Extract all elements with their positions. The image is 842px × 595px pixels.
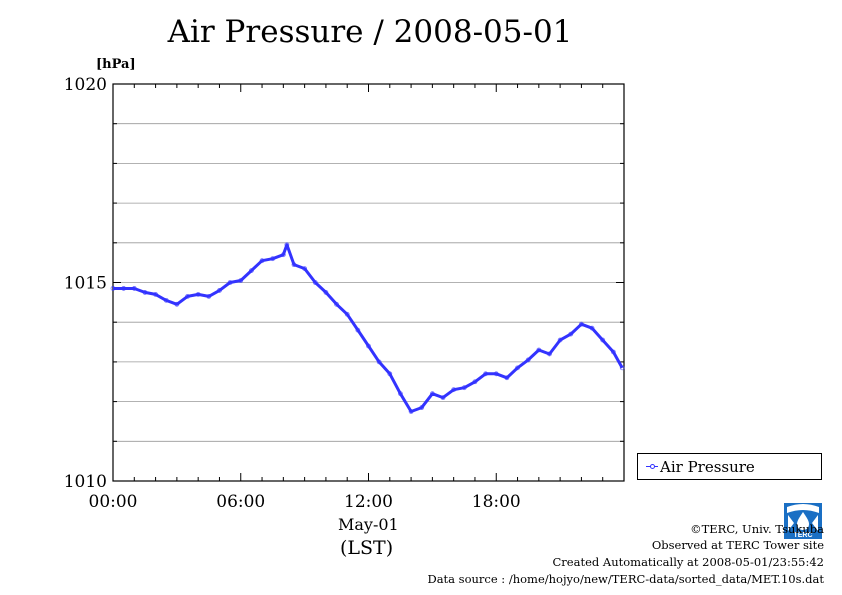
- data-point: [238, 278, 244, 283]
- created-text: Created Automatically at 2008-05-01/23:5…: [552, 555, 825, 569]
- x-axis-date-label: May-01: [338, 515, 399, 534]
- data-point: [419, 405, 425, 410]
- chart-title: Air Pressure / 2008-05-01: [167, 14, 573, 50]
- data-point: [131, 286, 137, 291]
- data-point: [366, 343, 371, 349]
- data-point: [504, 375, 510, 381]
- data-point: [270, 256, 276, 262]
- x-tick-label: 18:00: [472, 492, 521, 512]
- data-point: [259, 258, 265, 264]
- y-axis-label: [hPa]: [96, 57, 136, 72]
- data-point: [557, 337, 563, 343]
- data-point: [451, 387, 457, 393]
- data-point: [515, 365, 520, 371]
- y-tick-label: 1010: [64, 472, 107, 492]
- data-point: [142, 290, 148, 295]
- data-point: [600, 337, 606, 343]
- x-tick-label: 12:00: [344, 492, 393, 512]
- data-point: [227, 280, 233, 285]
- data-point: [568, 331, 574, 337]
- data-point: [387, 371, 393, 377]
- data-point: [536, 347, 542, 353]
- data-point: [355, 327, 361, 333]
- data-point: [376, 359, 382, 365]
- data-point: [344, 311, 350, 317]
- data-point: [589, 325, 595, 331]
- data-point: [163, 297, 169, 303]
- data-point: [110, 286, 116, 291]
- data-point: [185, 293, 190, 299]
- data-point: [323, 290, 329, 295]
- data-point: [302, 266, 308, 272]
- data-point: [619, 365, 625, 371]
- data-point: [408, 409, 414, 414]
- terc-logo-text: TERC: [793, 532, 812, 539]
- data-point: [493, 371, 499, 377]
- data-point: [579, 321, 584, 327]
- data-point: [121, 286, 127, 291]
- legend-label: Air Pressure: [660, 458, 755, 476]
- terc-logo-icon: TERC: [784, 503, 822, 539]
- data-point: [610, 349, 616, 355]
- credit-text: ©TERC, Univ. Tsukuba: [690, 522, 824, 536]
- data-point: [174, 301, 180, 307]
- legend-swatch: [646, 464, 658, 469]
- data-point: [206, 293, 212, 299]
- x-tick-label: 06:00: [216, 492, 265, 512]
- y-tick-label: 1020: [64, 75, 107, 95]
- data-point: [291, 262, 297, 268]
- x-tick-label: 00:00: [89, 492, 138, 512]
- data-source-text: Data source : /home/hojyo/new/TERC-data/…: [427, 572, 824, 586]
- y-tick-label: 1015: [64, 274, 107, 294]
- x-axis-unit-label: (LST): [340, 537, 394, 559]
- data-point: [429, 391, 435, 397]
- data-point: [312, 280, 318, 285]
- data-point: [547, 351, 552, 357]
- data-point: [525, 357, 531, 363]
- legend: Air Pressure: [637, 453, 822, 480]
- data-point: [248, 268, 254, 273]
- data-point: [483, 371, 489, 377]
- data-point: [398, 391, 403, 397]
- data-point: [280, 252, 286, 258]
- data-point: [334, 301, 339, 307]
- data-point: [217, 288, 222, 293]
- data-point: [284, 242, 290, 248]
- data-point: [472, 379, 478, 385]
- data-point: [440, 395, 446, 401]
- data-point: [153, 292, 158, 297]
- observed-text: Observed at TERC Tower site: [651, 538, 824, 552]
- data-point: [195, 292, 201, 297]
- plot-frame: [112, 83, 625, 482]
- data-point: [461, 385, 467, 391]
- series-line: [113, 243, 624, 413]
